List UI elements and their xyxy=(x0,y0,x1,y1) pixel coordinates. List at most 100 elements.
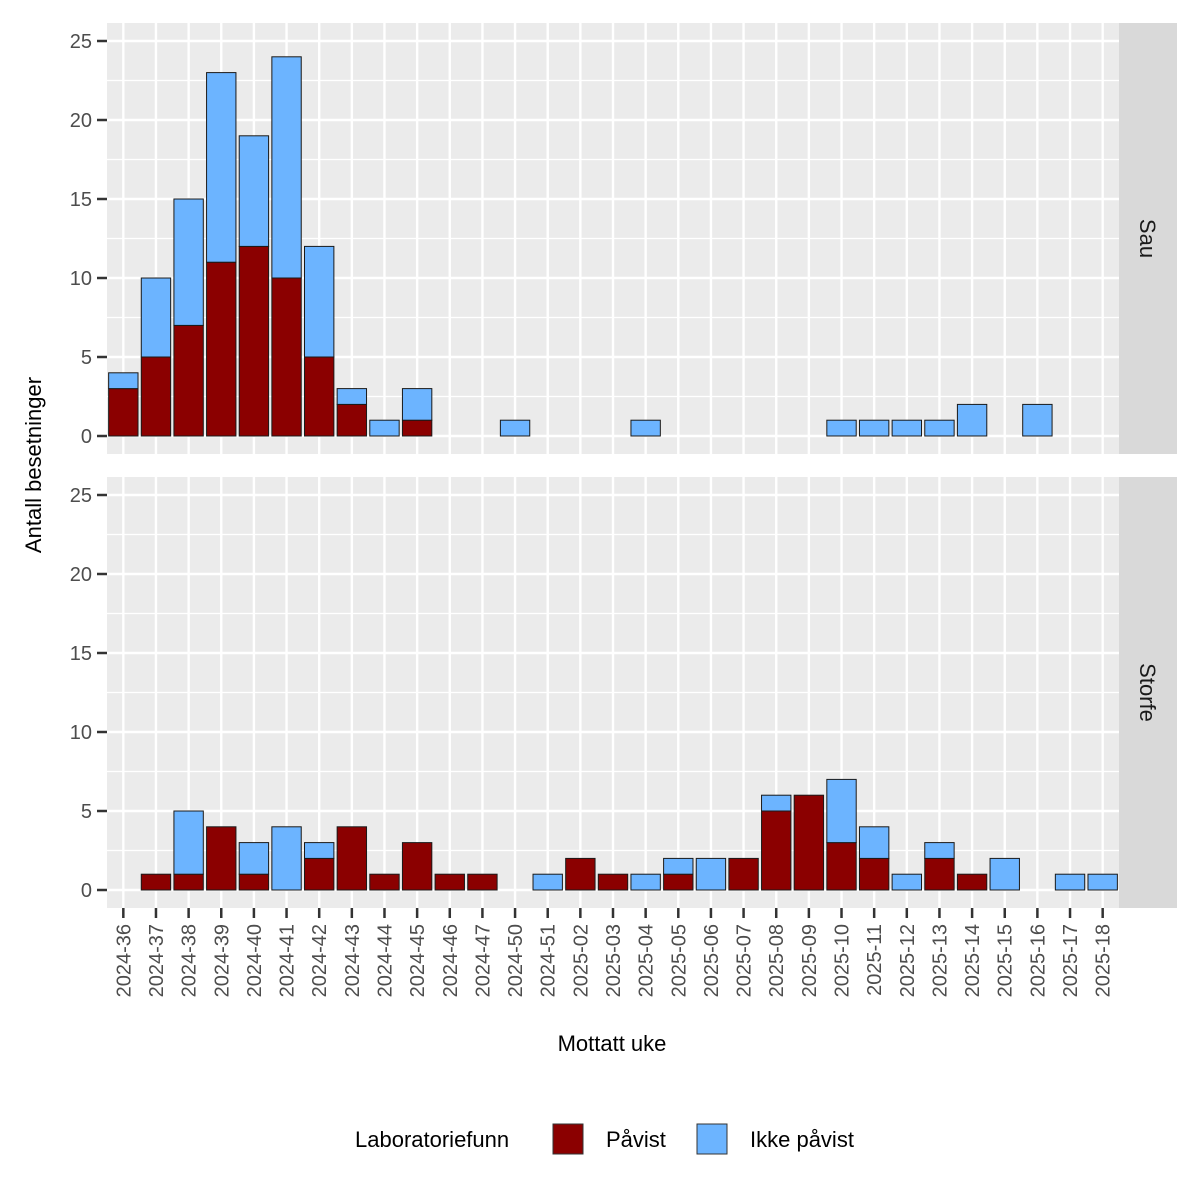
bar-sau-pavist-2024-43 xyxy=(336,403,368,437)
bar-sau-ikke-pavist-2024-45 xyxy=(401,388,433,421)
bar-sau-ikke-pavist-2025-10 xyxy=(826,419,857,437)
y-tick-label: 5 xyxy=(81,801,92,823)
x-tick-label: 2024-40 xyxy=(244,924,266,997)
panels-layer: 0 5 10 15 20 25 Sau 0 5 10 15 20 25 Storfe xyxy=(70,23,1177,908)
x-tick-label: 2024-50 xyxy=(505,924,527,997)
x-tick-label: 2024-51 xyxy=(538,924,560,997)
facet-strip-label: Storfe xyxy=(1135,663,1160,722)
bar-storfe-pavist-2025-05 xyxy=(663,873,694,891)
x-tick-label: 2024-41 xyxy=(277,924,299,997)
bar-storfe-ikke-pavist-2025-17 xyxy=(1054,873,1086,891)
x-tick-label: 2025-10 xyxy=(832,924,854,997)
bar-storfe-pavist-2024-39 xyxy=(206,826,237,891)
bar-storfe-ikke-pavist-2025-15 xyxy=(989,857,1020,891)
bar-sau-ikke-pavist-2024-41 xyxy=(271,56,302,279)
bar-sau-pavist-2024-36 xyxy=(108,388,139,437)
y-tick-label: 10 xyxy=(70,722,92,744)
bar-sau-ikke-pavist-2024-40 xyxy=(238,135,270,247)
bar-storfe-pavist-2024-47 xyxy=(467,873,498,891)
legend-key-ikke-pavist xyxy=(696,1123,728,1155)
bar-storfe-pavist-2025-03 xyxy=(597,873,629,891)
bar-storfe-ikke-pavist-2025-12 xyxy=(891,873,922,891)
bar-storfe-pavist-2024-46 xyxy=(434,873,465,891)
x-tick-label: 2024-37 xyxy=(146,924,168,997)
bar-sau-pavist-2024-42 xyxy=(304,356,335,437)
bar-storfe-pavist-2024-38 xyxy=(173,873,204,891)
bar-sau-ikke-pavist-2024-43 xyxy=(336,388,368,405)
bar-sau-ikke-pavist-2025-13 xyxy=(924,419,955,437)
legend-label-ikke-pavist: Ikke påvist xyxy=(750,1127,854,1152)
bar-storfe-pavist-2025-13 xyxy=(924,857,955,891)
bar-sau-ikke-pavist-2024-44 xyxy=(369,419,400,437)
facet-strip-label: Sau xyxy=(1135,219,1160,258)
facet-strip xyxy=(1119,477,1177,908)
x-tick-label: 2024-45 xyxy=(407,924,429,997)
x-tick-label: 2025-18 xyxy=(1093,924,1115,997)
x-tick-label: 2025-03 xyxy=(603,924,625,997)
bar-sau-pavist-2024-41 xyxy=(271,277,302,437)
bar-storfe-pavist-2025-02 xyxy=(565,857,596,891)
bar-sau-ikke-pavist-2025-16 xyxy=(1022,403,1053,437)
y-tick-label: 25 xyxy=(70,31,92,53)
bar-sau-ikke-pavist-2024-39 xyxy=(206,72,237,263)
x-tick-label: 2025-12 xyxy=(897,924,919,997)
x-tick-label: 2025-15 xyxy=(995,924,1017,997)
bar-storfe-pavist-2025-09 xyxy=(793,794,825,891)
y-tick-label: 20 xyxy=(70,110,92,132)
x-tick-label: 2025-02 xyxy=(570,924,592,997)
x-tick-label: 2024-44 xyxy=(374,924,396,997)
bar-sau-ikke-pavist-2024-37 xyxy=(140,277,172,358)
y-tick-label: 0 xyxy=(81,880,92,902)
x-tick-label: 2024-38 xyxy=(179,924,201,997)
bar-sau-ikke-pavist-2024-38 xyxy=(173,198,204,326)
bar-sau-ikke-pavist-2025-11 xyxy=(858,419,890,437)
legend: Laboratoriefunn Påvist Ikke påvist xyxy=(355,1123,854,1155)
facet-strip xyxy=(1119,23,1177,454)
bar-storfe-pavist-2025-08 xyxy=(761,810,792,891)
bar-sau-ikke-pavist-2024-50 xyxy=(499,419,531,437)
bar-storfe-pavist-2024-40 xyxy=(238,873,270,891)
bar-storfe-ikke-pavist-2024-38 xyxy=(173,810,204,875)
y-tick-label: 10 xyxy=(70,268,92,290)
bar-storfe-ikke-pavist-2024-51 xyxy=(532,873,563,891)
x-tick-label: 2024-47 xyxy=(472,924,494,997)
x-tick-label: 2024-46 xyxy=(440,924,462,997)
bar-storfe-pavist-2025-14 xyxy=(956,873,988,891)
bar-sau-pavist-2024-45 xyxy=(401,419,433,437)
bar-storfe-pavist-2025-10 xyxy=(826,842,857,891)
y-tick-label: 5 xyxy=(81,347,92,369)
bar-storfe-ikke-pavist-2024-42 xyxy=(304,842,335,859)
bar-sau-ikke-pavist-2025-12 xyxy=(891,419,922,437)
bar-storfe-pavist-2024-43 xyxy=(336,826,368,891)
x-tick-label: 2025-14 xyxy=(962,924,984,997)
x-tick-label: 2024-42 xyxy=(309,924,331,997)
x-tick-label: 2025-09 xyxy=(799,924,821,997)
bar-storfe-ikke-pavist-2025-04 xyxy=(630,873,661,891)
x-tick-label: 2024-36 xyxy=(113,924,135,997)
y-tick-label: 15 xyxy=(70,643,92,665)
bar-storfe-ikke-pavist-2024-40 xyxy=(238,842,270,875)
bar-sau-ikke-pavist-2024-42 xyxy=(304,245,335,358)
bar-storfe-ikke-pavist-2024-41 xyxy=(271,826,302,891)
legend-title: Laboratoriefunn xyxy=(355,1127,509,1152)
x-tick-label: 2025-05 xyxy=(668,924,690,997)
legend-label-pavist: Påvist xyxy=(606,1127,666,1152)
bar-storfe-pavist-2025-07 xyxy=(728,857,759,891)
x-axis: 2024-36 2024-37 2024-38 2024-39 2024-40 2024-… xyxy=(113,908,1115,997)
x-tick-label: 2025-08 xyxy=(766,924,788,997)
bar-sau-ikke-pavist-2025-14 xyxy=(956,403,988,437)
y-tick-label: 15 xyxy=(70,189,92,211)
bar-sau-pavist-2024-40 xyxy=(238,245,270,437)
x-tick-label: 2024-43 xyxy=(342,924,364,997)
bar-sau-pavist-2024-37 xyxy=(140,356,172,437)
bar-storfe-pavist-2024-45 xyxy=(401,842,433,891)
bar-storfe-ikke-pavist-2025-18 xyxy=(1087,873,1118,891)
bar-storfe-pavist-2024-42 xyxy=(304,857,335,891)
bar-storfe-ikke-pavist-2025-10 xyxy=(826,778,857,844)
bar-storfe-ikke-pavist-2025-13 xyxy=(924,842,955,859)
x-tick-label: 2025-04 xyxy=(636,924,658,997)
bar-storfe-ikke-pavist-2025-08 xyxy=(761,794,792,812)
y-tick-label: 20 xyxy=(70,564,92,586)
x-tick-label: 2025-07 xyxy=(734,924,756,997)
